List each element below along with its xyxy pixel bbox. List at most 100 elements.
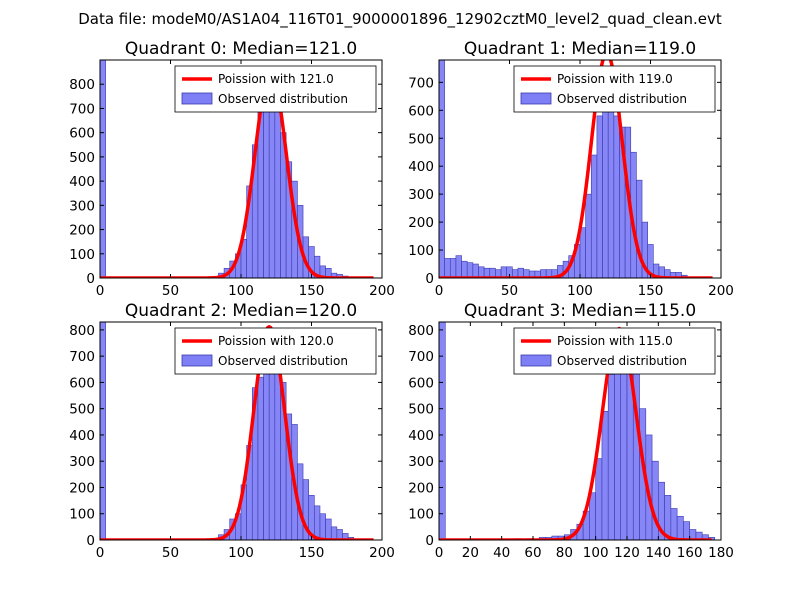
- histogram-bar: [449, 258, 457, 278]
- y-tick-label: 0: [425, 533, 434, 549]
- x-tick-label: 100: [567, 283, 593, 299]
- legend-label-poisson: Poission with 121.0: [218, 72, 334, 86]
- x-tick-label: 100: [228, 545, 254, 561]
- legend-label-poisson: Poission with 119.0: [557, 72, 673, 86]
- histogram-bar: [651, 460, 659, 540]
- x-tick-label: 200: [369, 545, 395, 561]
- legend-bar-swatch: [181, 92, 213, 105]
- histogram-bar: [330, 526, 338, 540]
- x-tick-label: 80: [556, 545, 573, 561]
- y-tick-label: 200: [408, 215, 434, 231]
- x-tick-label: 120: [614, 545, 640, 561]
- x-tick-label: 100: [583, 545, 609, 561]
- histogram-bar: [595, 458, 603, 540]
- quadrant-2-legend: Poission with 120.0 Observed distribution: [174, 327, 377, 375]
- histogram-bar: [274, 368, 281, 540]
- x-tick-label: 160: [677, 545, 703, 561]
- y-tick-label: 300: [408, 454, 434, 470]
- y-tick-label: 100: [69, 507, 95, 523]
- quadrant-1-panel: Quadrant 1: Median=119.0 0 50 100 150 200 0 100…: [408, 39, 734, 299]
- y-tick-label: 600: [408, 103, 434, 119]
- histogram-bar: [589, 492, 596, 540]
- figure-title: Data file: modeM0/AS1A04_116T01_90000018…: [78, 10, 722, 29]
- histogram-bar: [607, 93, 615, 278]
- histogram-bar: [268, 355, 276, 540]
- quadrant-2-title: Quadrant 2: Median=120.0: [125, 301, 357, 321]
- histogram-bar: [263, 350, 270, 540]
- y-tick-label: 600: [408, 375, 434, 391]
- histogram-bar: [602, 96, 609, 278]
- legend-label-poisson: Poission with 120.0: [218, 334, 334, 348]
- legend-bar-swatch: [181, 354, 213, 367]
- quadrant-3-legend: Poission with 115.0 Observed distribution: [513, 327, 716, 375]
- x-tick-label: 20: [462, 545, 479, 561]
- y-tick-label: 600: [69, 375, 95, 391]
- y-tick-label: 400: [408, 159, 434, 175]
- y-tick-label: 0: [425, 271, 434, 287]
- quadrant-0-title: Quadrant 0: Median=121.0: [125, 39, 357, 59]
- x-tick-label: 100: [228, 283, 254, 299]
- legend-bar-swatch: [520, 354, 552, 367]
- y-tick-label: 500: [408, 131, 434, 147]
- y-tick-label: 300: [408, 187, 434, 203]
- quadrant-3-title: Quadrant 3: Median=115.0: [464, 301, 696, 321]
- y-tick-label: 700: [408, 75, 434, 91]
- x-tick-label: 60: [524, 545, 541, 561]
- y-tick-label: 800: [69, 77, 95, 93]
- y-tick-label: 700: [69, 349, 95, 365]
- legend-label-observed: Observed distribution: [218, 92, 348, 106]
- quadrant-3-panel: Quadrant 3: Median=115.0 0 20 40 60 80 100 120 1…: [408, 301, 734, 561]
- histogram-bar: [676, 516, 684, 540]
- histogram-bar: [257, 376, 264, 540]
- x-tick-label: 150: [638, 283, 664, 299]
- y-tick-label: 0: [86, 271, 95, 287]
- histogram-bar: [314, 505, 321, 540]
- x-tick-label: 200: [369, 283, 395, 299]
- histogram-bar: [100, 60, 106, 278]
- histogram-bar: [439, 322, 446, 540]
- x-tick-label: 150: [299, 545, 325, 561]
- x-tick-label: 200: [708, 283, 734, 299]
- histogram-bar: [601, 411, 609, 540]
- quadrant-0-panel: Quadrant 0: Median=121.0 0 50 100 150 200 0 100…: [69, 39, 395, 299]
- y-tick-label: 600: [69, 126, 95, 142]
- y-tick-label: 300: [69, 454, 95, 470]
- histogram-bar: [614, 350, 622, 540]
- y-tick-label: 700: [408, 349, 434, 365]
- legend-label-observed: Observed distribution: [557, 354, 687, 368]
- y-tick-label: 100: [69, 247, 95, 263]
- quadrant-2-panel: Quadrant 2: Median=120.0 0 50 100 150 200 0 100…: [69, 301, 395, 561]
- y-tick-label: 100: [408, 243, 434, 259]
- quadrant-0-legend: Poission with 121.0 Observed distribution: [174, 65, 377, 113]
- y-tick-label: 200: [69, 480, 95, 496]
- y-tick-label: 500: [69, 150, 95, 166]
- histogram-bar: [466, 262, 474, 278]
- y-tick-label: 800: [69, 323, 95, 339]
- y-tick-label: 200: [408, 480, 434, 496]
- legend-label-poisson: Poission with 115.0: [557, 334, 673, 348]
- histogram-bar: [274, 100, 281, 278]
- histogram-bar: [596, 115, 603, 278]
- y-tick-label: 400: [408, 428, 434, 444]
- y-tick-label: 400: [69, 428, 95, 444]
- histogram-bar: [670, 508, 678, 540]
- x-tick-label: 140: [645, 545, 671, 561]
- histogram-bar: [613, 115, 620, 278]
- histogram-bar: [444, 258, 451, 278]
- quadrant-3-plot-area: [439, 322, 716, 540]
- x-tick-label: 0: [435, 545, 444, 561]
- x-tick-label: 40: [493, 545, 510, 561]
- histogram-bar: [461, 260, 468, 278]
- legend-bar-swatch: [520, 92, 552, 105]
- y-tick-label: 500: [408, 402, 434, 418]
- quadrant-panels: Quadrant 0: Median=121.00 50 100 150 2000100…: [69, 39, 734, 561]
- histogram-bar: [683, 521, 690, 540]
- y-tick-label: 400: [69, 174, 95, 190]
- x-tick-label: 50: [501, 283, 518, 299]
- y-tick-label: 200: [69, 223, 95, 239]
- x-tick-label: 180: [708, 545, 734, 561]
- x-tick-label: 0: [96, 283, 105, 299]
- histogram-bar: [579, 227, 586, 278]
- quadrant-3-axes-frame: [438, 321, 722, 541]
